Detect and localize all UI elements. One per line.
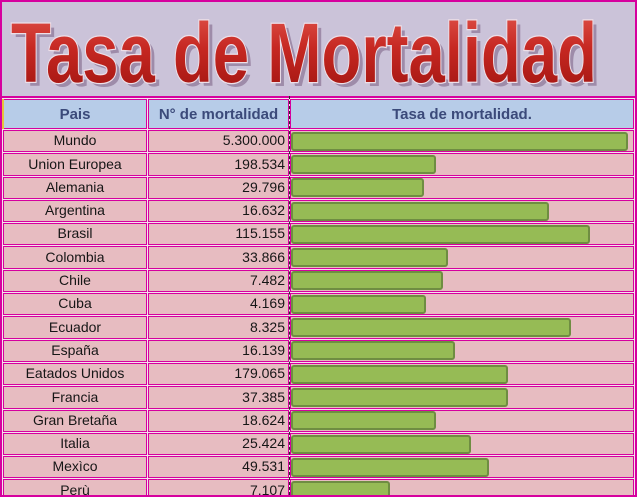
mortality-rate-bar: [291, 201, 550, 221]
cell-bar[interactable]: [290, 479, 634, 495]
cell-country[interactable]: Brasil: [3, 223, 147, 246]
cell-value[interactable]: 33.866: [148, 246, 289, 269]
title-wordart: Tasa de Mortalidad Tasa de Mortalidad: [10, 5, 601, 96]
cell-value[interactable]: 4.169: [148, 293, 289, 316]
mortality-table: Pais N° de mortalidad Tasa de mortalidad…: [2, 96, 635, 495]
mortality-rate-bar: [291, 131, 628, 151]
cell-country[interactable]: España: [3, 339, 147, 362]
cell-value[interactable]: 29.796: [148, 176, 289, 199]
cell-bar[interactable]: [290, 223, 634, 246]
cell-bar[interactable]: [290, 409, 634, 432]
cell-bar[interactable]: [290, 339, 634, 362]
mortality-rate-bar: [291, 341, 456, 361]
cell-value[interactable]: 37.385: [148, 386, 289, 409]
cell-country[interactable]: Colombia: [3, 246, 147, 269]
mortality-rate-bar: [291, 248, 449, 268]
page-title: Tasa de Mortalidad: [11, 6, 597, 96]
cell-bar[interactable]: [290, 199, 634, 223]
cell-bar[interactable]: [290, 316, 634, 339]
cell-value[interactable]: 16.139: [148, 339, 289, 362]
cell-country[interactable]: Chile: [3, 269, 147, 293]
mortality-rate-bar: [291, 411, 437, 431]
cell-country[interactable]: Italia: [3, 432, 147, 456]
cell-country[interactable]: Ecuador: [3, 316, 147, 339]
page-title-shadow: Tasa de Mortalidad: [15, 10, 601, 96]
mortality-rate-bar: [291, 481, 391, 495]
header-cell-country[interactable]: Pais: [3, 99, 147, 129]
cell-bar[interactable]: [290, 130, 634, 153]
cell-value[interactable]: 198.534: [148, 153, 289, 176]
header-cell-rate[interactable]: Tasa de mortalidad.: [290, 99, 634, 129]
title-band: Tasa de Mortalidad Tasa de Mortalidad: [2, 2, 635, 96]
cell-value[interactable]: 8.325: [148, 316, 289, 339]
cell-bar[interactable]: [290, 432, 634, 456]
cell-country[interactable]: Francia: [3, 386, 147, 409]
cell-value[interactable]: 7.482: [148, 269, 289, 293]
mortality-rate-bar: [291, 387, 509, 407]
cell-country[interactable]: Perù: [3, 479, 147, 495]
cell-country[interactable]: Eatados Unidos: [3, 362, 147, 386]
cell-country[interactable]: Gran Bretaña: [3, 409, 147, 432]
cell-bar[interactable]: [290, 362, 634, 386]
header-cell-number[interactable]: N° de mortalidad: [148, 99, 289, 129]
cell-value[interactable]: 25.424: [148, 432, 289, 456]
mortality-rate-bar: [291, 178, 425, 198]
cell-bar[interactable]: [290, 153, 634, 176]
mortality-rate-bar: [291, 294, 427, 314]
cell-value[interactable]: 7.107: [148, 479, 289, 495]
cell-country[interactable]: Cuba: [3, 293, 147, 316]
cell-value[interactable]: 5.300.000: [148, 130, 289, 153]
cell-country[interactable]: Alemania: [3, 176, 147, 199]
mortality-rate-bar: [291, 318, 572, 338]
mortality-rate-bar: [291, 271, 444, 291]
mortality-rate-bar: [291, 154, 437, 174]
cell-bar[interactable]: [290, 456, 634, 479]
header-left-accent: [2, 99, 4, 129]
cell-country[interactable]: Mexìco: [3, 456, 147, 479]
mortality-rate-bar: [291, 457, 490, 477]
cell-bar[interactable]: [290, 246, 634, 269]
cell-value[interactable]: 18.624: [148, 409, 289, 432]
mortality-rate-bar: [291, 224, 591, 244]
cell-country[interactable]: Union Europea: [3, 153, 147, 176]
cell-value[interactable]: 179.065: [148, 362, 289, 386]
cell-bar[interactable]: [290, 176, 634, 199]
cell-country[interactable]: Mundo: [3, 130, 147, 153]
mortality-rate-bar: [291, 364, 509, 384]
mortality-rate-bar: [291, 434, 471, 454]
cell-bar[interactable]: [290, 269, 634, 293]
cell-value[interactable]: 16.632: [148, 199, 289, 223]
cell-value[interactable]: 49.531: [148, 456, 289, 479]
cell-bar[interactable]: [290, 386, 634, 409]
cell-country[interactable]: Argentina: [3, 199, 147, 223]
cell-bar[interactable]: [290, 293, 634, 316]
cell-value[interactable]: 115.155: [148, 223, 289, 246]
